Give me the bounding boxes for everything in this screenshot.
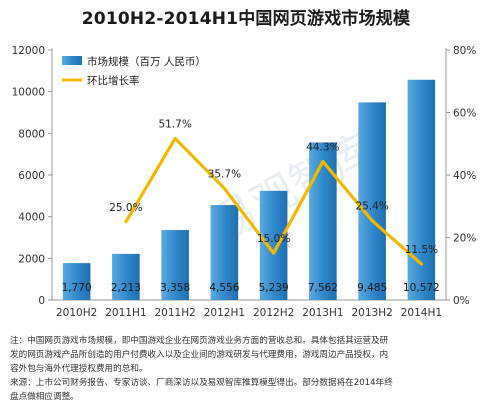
left-tick-label: 0 xyxy=(38,295,45,307)
left-tick-label: 6000 xyxy=(18,170,45,182)
right-tick-label: 0% xyxy=(453,295,470,307)
legend-bar-label: 市场规模（百万 人民币） xyxy=(87,55,206,68)
category-label: 2012H1 xyxy=(204,307,245,319)
right-tick-label: 60% xyxy=(453,108,476,120)
note-line-3: 容外包与海外代理授权费用的总和。 xyxy=(10,364,148,374)
line-value-label: 11.5% xyxy=(405,244,438,256)
growth-line xyxy=(124,136,423,266)
line-value-label: 35.7% xyxy=(208,168,241,180)
line-value-label: 25.4% xyxy=(355,201,388,213)
bar-value-label: 9,485 xyxy=(357,282,387,294)
note-line-5: 盘点做相应调整。 xyxy=(10,392,79,402)
right-tick-label: 40% xyxy=(453,170,476,182)
bar-value-label: 7,562 xyxy=(308,282,338,294)
left-tick-label: 2000 xyxy=(18,253,45,265)
note-line-1: 注：中国网页游戏市场规模，即中国游戏企业在网页游戏业务方面的营收总和。具体包括其… xyxy=(10,336,389,346)
legend-line-label: 环比增长率 xyxy=(87,74,140,87)
right-tick-label: 80% xyxy=(453,45,476,57)
category-label: 2011H1 xyxy=(105,307,146,319)
bar-value-label: 5,239 xyxy=(259,282,289,294)
bar xyxy=(62,263,91,300)
left-tick-label: 10000 xyxy=(12,87,45,99)
line-value-label: 15.0% xyxy=(257,233,290,245)
left-tick-label: 4000 xyxy=(18,212,45,224)
bar-value-label: 2,213 xyxy=(111,282,141,294)
notes: 注：中国网页游戏市场规模，即中国游戏企业在网页游戏业务方面的营收总和。具体包括其… xyxy=(10,334,484,404)
line-value-label: 25.0% xyxy=(109,202,142,214)
bar xyxy=(161,230,189,300)
bar xyxy=(112,253,140,300)
bar xyxy=(259,190,288,300)
bar-value-label: 1,770 xyxy=(62,282,92,294)
note-line-2: 发的网页游戏产品所创造的用户付费收入以及企业间的游戏研发与代理费用，游戏周边产品… xyxy=(10,350,389,360)
legend-bar-swatch xyxy=(62,56,82,65)
category-label: 2013H2 xyxy=(351,307,392,319)
category-label: 2010H2 xyxy=(56,307,97,319)
bar-value-label: 4,556 xyxy=(209,282,239,294)
left-tick-label: 12000 xyxy=(12,45,45,57)
chart: 易观智库0200040006000800010000120000%20%40%6… xyxy=(12,45,477,319)
bar-value-label: 3,358 xyxy=(160,282,190,294)
category-label: 2011H2 xyxy=(154,307,195,319)
category-label: 2012H2 xyxy=(253,307,294,319)
bar xyxy=(309,142,337,300)
line-value-label: 51.7% xyxy=(158,118,191,130)
chart-title: 2010H2-2014H1中国网页游戏市场规模 xyxy=(81,9,411,29)
bar xyxy=(210,205,239,300)
right-tick-label: 20% xyxy=(453,233,476,245)
left-tick-label: 8000 xyxy=(18,128,45,140)
note-line-4: 来源：上市公司财务报告、专家访谈、厂商深访以及易观智库推算模型得出。部分数据将在… xyxy=(10,378,393,388)
category-label: 2013H1 xyxy=(302,307,343,319)
category-label: 2014H1 xyxy=(401,307,442,319)
bar xyxy=(407,79,436,300)
bar-value-label: 10,572 xyxy=(403,282,440,294)
bar xyxy=(358,102,386,300)
line-value-label: 44.3% xyxy=(306,142,339,154)
